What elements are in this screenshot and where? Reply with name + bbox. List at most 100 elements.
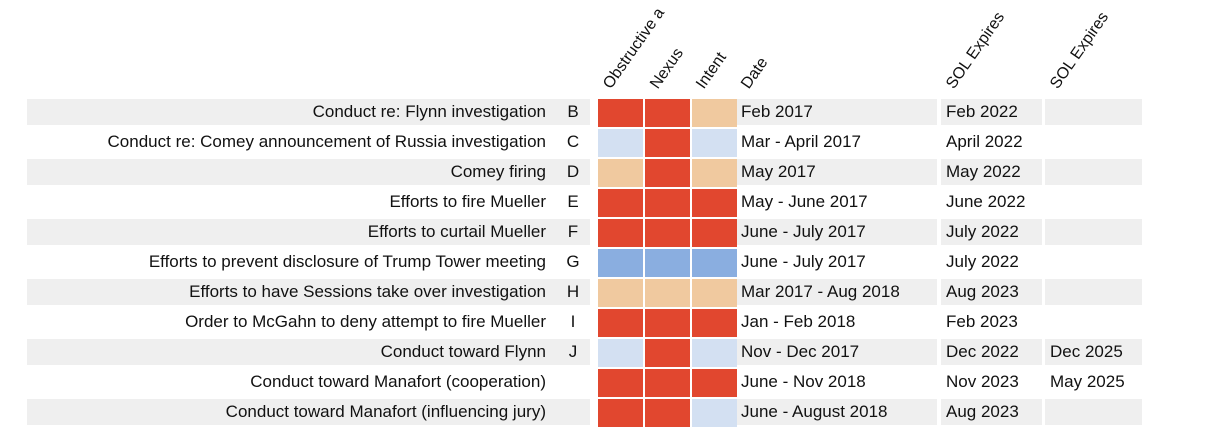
cell-obstructive bbox=[598, 309, 643, 337]
row-letter: B bbox=[567, 102, 579, 121]
cell-intent bbox=[692, 99, 737, 127]
cell-obstructive bbox=[598, 249, 643, 277]
sol2-cell-background bbox=[1045, 339, 1142, 365]
date-value: June - July 2017 bbox=[741, 252, 866, 271]
date-cell-background bbox=[737, 279, 937, 305]
row-background bbox=[27, 159, 590, 185]
sol2-value: May 2025 bbox=[1050, 372, 1125, 391]
cell-nexus bbox=[645, 249, 690, 277]
row-label: Efforts to fire Mueller bbox=[389, 192, 546, 211]
sol2-cell-background bbox=[1045, 159, 1142, 185]
row-background bbox=[27, 339, 590, 365]
date-value: May 2017 bbox=[741, 162, 816, 181]
row-letter: J bbox=[568, 342, 578, 361]
cell-intent bbox=[692, 189, 737, 217]
header-sol-expires-2: SOL Expires bbox=[1047, 9, 1113, 92]
cell-intent bbox=[692, 399, 737, 427]
date-cell-background bbox=[737, 159, 937, 185]
cell-obstructive bbox=[598, 189, 643, 217]
row-label: Comey firing bbox=[450, 162, 546, 181]
cell-nexus bbox=[645, 219, 690, 247]
sol1-value: Feb 2022 bbox=[946, 102, 1018, 121]
row-label: Efforts to have Sessions take over inves… bbox=[189, 282, 546, 301]
date-value: June - August 2018 bbox=[741, 402, 888, 421]
date-value: May - June 2017 bbox=[741, 192, 868, 211]
sol1-value: Nov 2023 bbox=[946, 372, 1019, 391]
row-letter: H bbox=[566, 282, 580, 301]
sol1-value: Feb 2023 bbox=[946, 312, 1018, 331]
cell-intent bbox=[692, 309, 737, 337]
sol2-cell-background bbox=[1045, 219, 1142, 245]
date-cell-background bbox=[737, 99, 937, 125]
row-background bbox=[27, 99, 590, 125]
row-label: Conduct re: Flynn investigation bbox=[312, 102, 546, 121]
sol2-cell-background bbox=[1045, 279, 1142, 305]
row-background bbox=[27, 219, 590, 245]
date-value: June - July 2017 bbox=[741, 222, 866, 241]
cell-intent bbox=[692, 159, 737, 187]
sol1-value: July 2022 bbox=[946, 252, 1019, 271]
row-background bbox=[27, 279, 590, 305]
cell-nexus bbox=[645, 309, 690, 337]
cell-intent bbox=[692, 129, 737, 157]
sol1-cell-background bbox=[941, 99, 1042, 125]
cell-obstructive bbox=[598, 339, 643, 367]
header-nexus: Nexus bbox=[647, 45, 688, 92]
cell-nexus bbox=[645, 99, 690, 127]
sol1-value: July 2022 bbox=[946, 222, 1019, 241]
date-value: Jan - Feb 2018 bbox=[741, 312, 856, 331]
row-label: Efforts to prevent disclosure of Trump T… bbox=[148, 252, 546, 271]
row-letter: E bbox=[567, 192, 579, 211]
cell-nexus bbox=[645, 159, 690, 187]
cell-nexus bbox=[645, 339, 690, 367]
sol2-cell-background bbox=[1045, 399, 1142, 425]
date-value: Mar 2017 - Aug 2018 bbox=[741, 282, 900, 301]
cell-obstructive bbox=[598, 99, 643, 127]
cell-nexus bbox=[645, 279, 690, 307]
date-value: Nov - Dec 2017 bbox=[741, 342, 860, 361]
cell-obstructive bbox=[598, 399, 643, 427]
date-cell-background bbox=[737, 339, 937, 365]
sol2-value: Dec 2025 bbox=[1050, 342, 1123, 361]
cell-nexus bbox=[645, 399, 690, 427]
date-cell-background bbox=[737, 219, 937, 245]
cell-nexus bbox=[645, 369, 690, 397]
cell-obstructive bbox=[598, 369, 643, 397]
date-value: Mar - April 2017 bbox=[741, 132, 861, 151]
header-intent: Intent bbox=[693, 49, 730, 92]
cell-nexus bbox=[645, 189, 690, 217]
cell-obstructive bbox=[598, 129, 643, 157]
cell-obstructive bbox=[598, 279, 643, 307]
row-letter: C bbox=[566, 132, 580, 151]
date-value: June - Nov 2018 bbox=[741, 372, 866, 391]
row-label: Conduct re: Comey announcement of Russia… bbox=[107, 132, 546, 151]
sol2-cell-background bbox=[1045, 99, 1142, 125]
row-letter: D bbox=[566, 162, 580, 181]
cell-intent bbox=[692, 369, 737, 397]
sol1-cell-background bbox=[941, 279, 1042, 305]
cell-intent bbox=[692, 279, 737, 307]
row-background bbox=[27, 399, 590, 425]
row-label: Efforts to curtail Mueller bbox=[367, 222, 546, 241]
cell-intent bbox=[692, 339, 737, 367]
date-value: Feb 2017 bbox=[741, 102, 813, 121]
sol1-value: June 2022 bbox=[946, 192, 1026, 211]
cell-intent bbox=[692, 249, 737, 277]
cell-obstructive bbox=[598, 159, 643, 187]
row-label: Conduct toward Manafort (influencing jur… bbox=[225, 402, 546, 421]
cell-obstructive bbox=[598, 219, 643, 247]
sol1-value: April 2022 bbox=[946, 132, 1023, 151]
sol1-value: Aug 2023 bbox=[946, 402, 1019, 421]
sol1-value: Dec 2022 bbox=[946, 342, 1019, 361]
row-letter: G bbox=[566, 252, 580, 271]
cell-nexus bbox=[645, 129, 690, 157]
row-letter: I bbox=[570, 312, 576, 331]
sol1-cell-background bbox=[941, 399, 1042, 425]
header-date: Date bbox=[738, 54, 772, 92]
row-label: Conduct toward Manafort (cooperation) bbox=[250, 372, 546, 391]
sol1-cell-background bbox=[941, 339, 1042, 365]
sol1-value: Aug 2023 bbox=[946, 282, 1019, 301]
sol1-cell-background bbox=[941, 159, 1042, 185]
sol1-value: May 2022 bbox=[946, 162, 1021, 181]
